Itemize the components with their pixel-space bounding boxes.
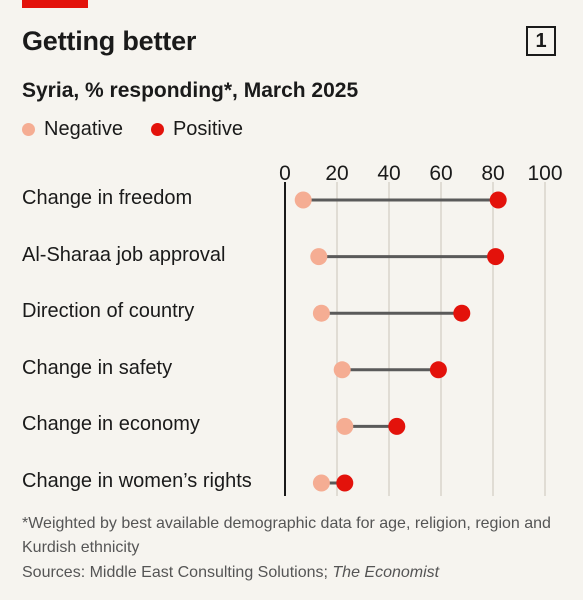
positive-dot: [429, 361, 447, 379]
chart-title: Getting better: [22, 26, 197, 56]
x-tick-label: 20: [325, 162, 348, 185]
legend-item-positive: Positive: [150, 118, 243, 141]
x-tick-label: 80: [481, 162, 504, 185]
category-label: Change in safety: [22, 356, 173, 379]
footnote: *Weighted by best available demographic …: [22, 515, 551, 556]
legend: Negative Positive: [22, 118, 271, 141]
negative-dot: [310, 248, 328, 266]
negative-dot: [312, 304, 330, 322]
positive-dot: [487, 248, 505, 266]
negative-dot: [312, 474, 330, 492]
negative-dot: [333, 361, 351, 379]
positive-dot: [388, 417, 406, 435]
category-label: Change in economy: [22, 413, 200, 436]
chart-number-badge: 1: [526, 26, 556, 56]
legend-label-positive: Positive: [172, 118, 243, 140]
legend-label-negative: Negative: [44, 118, 123, 140]
negative-dot: [294, 191, 312, 209]
x-tick-label: 40: [377, 162, 400, 185]
category-label: Direction of country: [22, 300, 195, 323]
positive-dot: [489, 191, 507, 209]
x-tick-label: 0: [279, 162, 291, 185]
category-label: Al-Sharaa job approval: [22, 243, 226, 266]
positive-dot: [336, 474, 354, 492]
x-tick-label: 60: [429, 162, 452, 185]
negative-dot: [336, 417, 354, 435]
category-label: Change in women’s rights: [22, 470, 252, 492]
legend-dot-negative: [22, 123, 35, 136]
chart-subtitle: Syria, % responding*, March 2025: [22, 79, 359, 102]
legend-dot-positive: [150, 123, 164, 136]
brand-tag: [22, 0, 88, 8]
source-line: Sources: Middle East Consulting Solution…: [22, 564, 439, 582]
x-tick-label: 100: [527, 162, 562, 185]
positive-dot: [453, 304, 471, 322]
legend-item-negative: Negative: [22, 118, 123, 141]
source-prefix: Sources: Middle East Consulting Solution…: [22, 564, 333, 581]
source-publication: The Economist: [332, 564, 440, 581]
category-label: Change in freedom: [22, 187, 193, 209]
